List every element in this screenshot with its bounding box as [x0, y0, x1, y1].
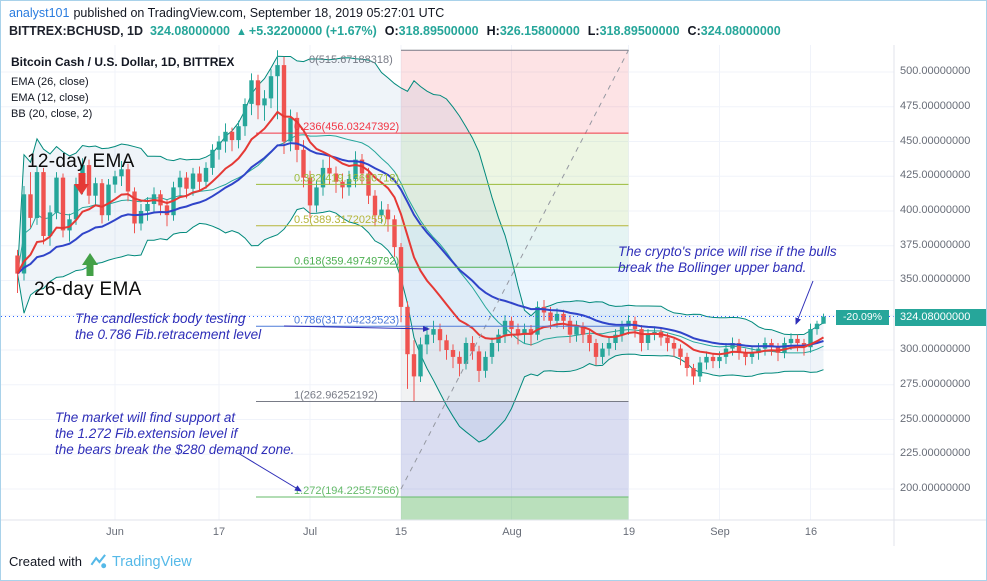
- change-up-arrow-icon: ▲: [236, 26, 247, 38]
- author-link[interactable]: analyst101: [9, 6, 70, 20]
- ema12-annotation[interactable]: 12-day EMA: [27, 151, 135, 172]
- time-tick: Aug: [502, 526, 522, 538]
- time-tick: Jun: [106, 526, 124, 538]
- publish-text: published on TradingView.com, September …: [73, 6, 445, 20]
- fib-level-label: 0(515.67188318): [309, 54, 393, 66]
- tradingview-logo-icon[interactable]: [90, 553, 107, 570]
- price-tick: 400.00000000: [900, 204, 971, 216]
- price-tick: 200.00000000: [900, 482, 971, 494]
- close-label: C:: [687, 24, 701, 38]
- time-tick: 17: [212, 526, 226, 538]
- tradingview-brand-link[interactable]: TradingView: [111, 553, 192, 570]
- low-label: L:: [587, 24, 600, 38]
- time-axis[interactable]: Jun 17 Jul 15 Aug 19 Sep 16: [1, 520, 986, 546]
- bollinger-note[interactable]: The crypto's price will rise if the bull…: [618, 244, 837, 275]
- price-change: +5.32200000 (+1.67%): [248, 24, 377, 38]
- fib-level-label: 0.786(317.04232523): [294, 314, 399, 326]
- fib-level-label: 1.272(194.22557566): [294, 485, 399, 497]
- footer: Created with TradingView: [9, 553, 192, 570]
- legend-title[interactable]: Bitcoin Cash / U.S. Dollar, 1D, BITTREX: [11, 55, 235, 69]
- open-value: 318.89500000: [398, 24, 479, 38]
- price-tick: 250.00000000: [900, 413, 971, 425]
- high-label: H:: [486, 24, 500, 38]
- created-with-text: Created with: [9, 554, 82, 569]
- fib-level-label: 0.618(359.49749792): [294, 255, 399, 267]
- symbol-name[interactable]: BITTREX:BCHUSD, 1D: [9, 24, 144, 38]
- price-tick: 500.00000000: [900, 65, 971, 77]
- chart-region: 0(515.67188318) 0.236(456.03247392) 0.382(…: [1, 45, 987, 546]
- last-price: 324.08000000: [150, 24, 230, 38]
- chart-canvas[interactable]: 0(515.67188318) 0.236(456.03247392) 0.382(…: [1, 45, 987, 546]
- price-tick: 300.00000000: [900, 343, 971, 355]
- low-value: 318.89500000: [599, 24, 680, 38]
- price-tick: 225.00000000: [900, 447, 971, 459]
- time-tick: 19: [622, 526, 636, 538]
- high-value: 326.15800000: [499, 24, 580, 38]
- price-axis[interactable]: 500.00000000 475.00000000 450.00000000 425.…: [894, 45, 986, 520]
- time-tick: Jul: [302, 526, 318, 538]
- candle-test-note[interactable]: The candlestick body testing the 0.786 F…: [75, 311, 262, 342]
- time-tick: 16: [804, 526, 818, 538]
- time-tick: 15: [394, 526, 408, 538]
- current-price-badge: 324.08000000: [895, 309, 986, 326]
- fib-level-label: 1(262.96252192): [294, 390, 378, 402]
- price-tick: 450.00000000: [900, 135, 971, 147]
- fib-level-label: 0.382(419.13690718): [294, 172, 399, 184]
- price-tick: 375.00000000: [900, 239, 971, 251]
- legend-indicator-bb[interactable]: BB (20, close, 2): [11, 108, 93, 120]
- publish-bar: analyst101 published on TradingView.com, …: [9, 6, 444, 20]
- price-tick: 425.00000000: [900, 169, 971, 181]
- price-tick: 350.00000000: [900, 273, 971, 285]
- ema26-annotation[interactable]: 26-day EMA: [34, 279, 142, 300]
- fib-level-label: 0.236(456.03247392): [294, 121, 399, 133]
- support-note[interactable]: The market will find support at the 1.27…: [55, 410, 295, 457]
- price-tick: 475.00000000: [900, 100, 971, 112]
- symbol-bar: BITTREX:BCHUSD, 1D 324.08000000 ▲ +5.322000…: [9, 24, 781, 38]
- chart-legend: Bitcoin Cash / U.S. Dollar, 1D, BITTREX …: [11, 55, 234, 122]
- legend-indicator-ema12[interactable]: EMA (12, close): [11, 92, 89, 104]
- fib-level-label: 0.5(389.31720255): [294, 214, 387, 226]
- change-percent-badge: -20.09%: [836, 310, 889, 325]
- price-tick: 275.00000000: [900, 378, 971, 390]
- legend-indicator-ema26[interactable]: EMA (26, close): [11, 76, 89, 88]
- close-value: 324.08000000: [700, 24, 781, 38]
- open-label: O:: [384, 24, 399, 38]
- time-tick: Sep: [710, 526, 730, 538]
